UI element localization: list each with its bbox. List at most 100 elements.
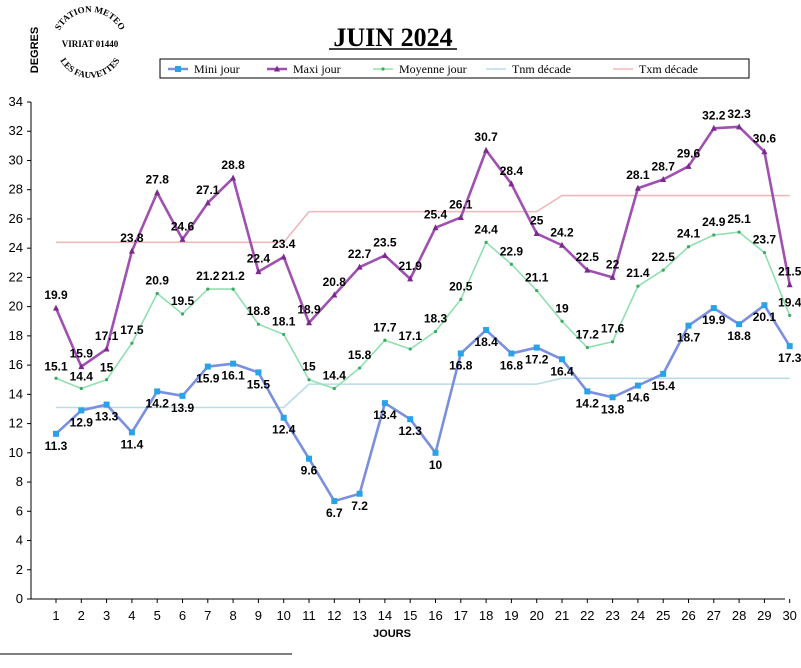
data-label: 15.9 (196, 372, 220, 386)
data-point (560, 319, 564, 323)
data-label: 13.3 (95, 410, 119, 424)
data-point (611, 340, 615, 344)
data-point (559, 241, 565, 248)
data-point (459, 297, 463, 301)
data-label: 18.8 (247, 304, 271, 318)
data-label: 23.4 (272, 237, 296, 251)
data-point (78, 363, 85, 370)
x-tick-label: 11 (302, 608, 316, 623)
data-point (609, 394, 616, 401)
data-label: 22.9 (500, 244, 524, 258)
data-point (585, 345, 589, 350)
svg-text:LES FAUVETTES: LES FAUVETTES (58, 56, 121, 80)
data-label: 22 (606, 257, 620, 271)
data-point (508, 180, 515, 187)
data-label: 27.1 (196, 183, 220, 197)
plot-area: 11.312.9 13.311.414.2 13.915.9 16.115.512.4… (44, 107, 801, 520)
legend-label: Moyenne jour (399, 62, 467, 76)
data-point (661, 268, 665, 272)
y-tick-label: 6 (16, 503, 23, 518)
data-point (255, 369, 262, 376)
data-label: 14.2 (576, 396, 600, 410)
data-label: 19.9 (44, 288, 68, 302)
stamp-line3: LES FAUVETTES (58, 56, 121, 80)
data-label: 19.4 (778, 295, 801, 309)
data-label: 24.6 (171, 219, 195, 233)
data-label: 6.7 (326, 506, 343, 520)
data-point (154, 388, 161, 395)
data-point (331, 498, 338, 505)
data-label: 24.2 (550, 225, 574, 239)
data-label: 21.4 (626, 266, 650, 280)
x-tick-label: 17 (454, 608, 468, 623)
data-label: 20.9 (146, 273, 170, 287)
data-label: 30.6 (753, 132, 777, 146)
data-point (331, 291, 338, 298)
data-point (533, 230, 540, 237)
data-point (180, 312, 185, 316)
legend-marker (274, 65, 280, 72)
data-label: 17.1 (95, 329, 119, 343)
data-point (79, 386, 83, 391)
data-label: 17.2 (525, 353, 549, 367)
y-tick-label: 28 (9, 182, 23, 197)
data-point (660, 370, 667, 377)
data-point (128, 429, 135, 436)
data-point (282, 332, 286, 337)
data-label: 26.1 (449, 197, 473, 211)
data-label: 16.8 (449, 358, 473, 372)
data-point (154, 189, 161, 196)
x-tick-label: 7 (204, 608, 211, 623)
x-tick-label: 28 (732, 608, 746, 623)
data-label: 28.8 (221, 158, 245, 172)
data-point (634, 184, 641, 191)
data-point (78, 407, 85, 414)
data-label: 18.3 (424, 311, 448, 325)
data-point (686, 245, 691, 249)
x-tick-label: 22 (580, 608, 594, 623)
data-label: 14.4 (323, 369, 347, 383)
data-point (407, 275, 414, 282)
data-label: 25.4 (424, 208, 448, 222)
data-label: 18.7 (677, 331, 701, 345)
y-tick-label: 30 (9, 152, 23, 167)
data-label: 18.8 (727, 329, 751, 343)
x-tick-label: 2 (78, 608, 85, 623)
x-tick-label: 5 (154, 608, 161, 623)
svg-text:STATION METEO: STATION METEO (53, 4, 128, 32)
legend-label: Maxi jour (293, 62, 341, 76)
legend: Mini jour Maxi jour Moyenne jour Tnm décade… (159, 58, 750, 79)
series-line-0 (55, 303, 791, 503)
data-point (204, 199, 211, 206)
data-label: 27.8 (146, 173, 170, 187)
data-point (306, 455, 312, 462)
data-label: 17.2 (576, 328, 600, 342)
data-label: 28.7 (652, 159, 676, 173)
series-line-1 (54, 125, 791, 368)
data-label: 9.6 (301, 464, 318, 478)
x-tick-label: 1 (52, 608, 59, 623)
data-point (559, 356, 565, 363)
data-point (280, 253, 287, 260)
y-tick-label: 16 (9, 357, 23, 372)
y-tick-label: 34 (9, 94, 23, 109)
data-label: 29.6 (677, 146, 701, 160)
data-label: 12.4 (272, 423, 296, 437)
stamp-line2: VIRIAT 01440 (62, 39, 119, 49)
data-label: 15.8 (348, 348, 372, 362)
y-tick-label: 26 (9, 211, 23, 226)
data-point (53, 304, 59, 311)
x-tick-label: 18 (479, 608, 493, 623)
data-point (508, 350, 515, 357)
data-point (432, 449, 439, 456)
data-label: 13.9 (171, 401, 195, 415)
data-point (230, 360, 237, 367)
x-tick-label: 19 (504, 608, 518, 623)
data-label: 22.5 (576, 250, 600, 264)
chart-title: JUIN 2024 (333, 23, 452, 52)
x-tick-label: 12 (327, 608, 341, 623)
data-point (206, 287, 210, 291)
x-tick-label: 29 (757, 608, 771, 623)
data-label: 23.8 (120, 231, 144, 245)
